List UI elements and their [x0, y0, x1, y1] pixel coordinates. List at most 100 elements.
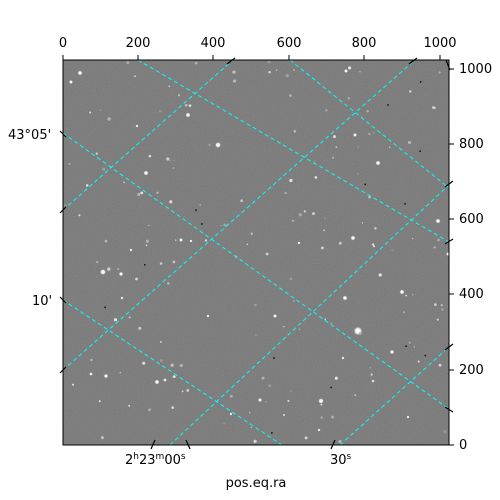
star: [446, 252, 449, 256]
faint-star: [312, 212, 315, 216]
faint-star: [290, 390, 293, 392]
faint-star: [407, 140, 412, 145]
faint-star: [102, 167, 106, 171]
dark-pixel: [404, 203, 406, 205]
faint-star: [169, 200, 173, 204]
faint-star: [96, 261, 99, 264]
faint-star: [158, 109, 162, 113]
faint-star: [289, 178, 293, 183]
star: [273, 314, 277, 318]
star: [353, 133, 357, 137]
faint-star: [358, 332, 362, 335]
faint-star: [199, 204, 202, 206]
faint-star: [113, 318, 118, 322]
faint-star: [68, 162, 71, 165]
star: [435, 218, 441, 224]
faint-star: [314, 176, 318, 179]
star: [229, 412, 233, 416]
faint-star: [287, 399, 290, 402]
faint-star: [159, 340, 162, 343]
faint-star: [159, 359, 163, 363]
faint-star: [246, 243, 249, 246]
faint-star: [323, 229, 326, 232]
faint-star: [433, 246, 436, 249]
right-tick-labels: 0 200 400 600 800 1000: [459, 62, 492, 453]
right-tick-label: 0: [459, 438, 467, 453]
faint-star: [289, 277, 293, 281]
dark-pixel: [419, 150, 421, 152]
faint-star: [320, 403, 323, 406]
star: [389, 349, 395, 355]
right-tick-label: 600: [459, 212, 484, 227]
dec-label: 10': [32, 294, 52, 309]
dark-pixel: [201, 223, 203, 225]
faint-star: [225, 223, 227, 226]
faint-star: [268, 384, 272, 388]
dec-grid-line: [169, 184, 449, 445]
faint-star: [438, 363, 442, 367]
faint-star: [438, 71, 441, 74]
faint-star: [172, 166, 175, 170]
faint-star: [188, 104, 192, 107]
faint-star: [85, 184, 89, 187]
faint-star: [371, 243, 375, 246]
faint-star: [372, 245, 376, 248]
faint-star: [175, 239, 177, 241]
right-tick-label: 200: [459, 363, 484, 378]
faint-star: [261, 376, 265, 380]
faint-star: [220, 224, 222, 227]
ra-label: 2h23m00s: [125, 452, 186, 468]
faint-star: [338, 440, 342, 443]
right-axis: [449, 68, 454, 446]
faint-star: [338, 241, 342, 245]
faint-star: [412, 238, 414, 240]
dec-label: 43°05': [8, 128, 51, 143]
star: [100, 269, 106, 275]
star: [118, 271, 124, 277]
faint-star: [148, 224, 150, 227]
faint-star: [289, 94, 292, 97]
dark-pixel: [387, 104, 389, 106]
dark-pixel: [104, 306, 106, 309]
star: [399, 289, 405, 295]
ra-grid-line: [289, 60, 449, 189]
faint-star: [265, 252, 269, 256]
faint-star: [253, 439, 257, 443]
faint-star: [156, 191, 159, 194]
faint-star: [432, 106, 435, 109]
faint-star: [179, 363, 183, 368]
wcs-tick-marks: [59, 57, 454, 450]
star: [89, 372, 93, 376]
star: [344, 69, 348, 73]
ra-grid-line: [63, 299, 283, 445]
dec-grid-line: [63, 60, 234, 211]
faint-star: [291, 219, 295, 222]
faint-star: [331, 415, 335, 419]
faint-star: [194, 61, 198, 65]
faint-star: [232, 79, 237, 83]
faint-star: [172, 375, 176, 378]
faint-star: [119, 371, 122, 374]
faint-star: [357, 146, 360, 148]
star: [163, 378, 167, 382]
faint-star: [204, 239, 208, 242]
star: [215, 142, 221, 148]
top-tick-label: 200: [126, 36, 151, 51]
faint-star: [403, 311, 405, 314]
star: [129, 248, 133, 252]
dark-pixel: [144, 264, 146, 266]
faint-star: [100, 436, 104, 440]
faint-star: [171, 406, 175, 409]
faint-star: [293, 68, 295, 71]
faint-star: [148, 154, 152, 158]
faint-star: [357, 173, 359, 175]
faint-star: [366, 109, 369, 113]
star: [282, 413, 286, 417]
faint-star: [275, 69, 278, 71]
faint-star: [332, 156, 335, 159]
star: [120, 296, 124, 300]
faint-star: [172, 260, 176, 264]
faint-star: [170, 363, 174, 367]
faint-star: [173, 159, 175, 162]
star: [406, 415, 410, 419]
